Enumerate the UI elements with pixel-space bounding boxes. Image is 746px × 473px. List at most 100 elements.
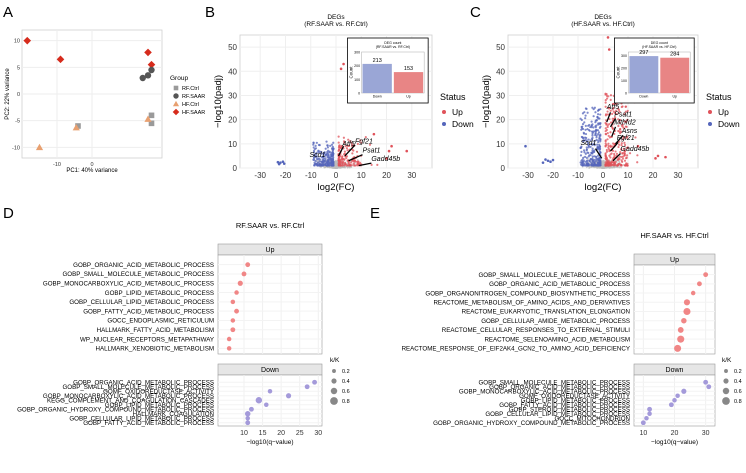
volcano-point-down — [331, 164, 334, 167]
volcano-point-down — [588, 129, 591, 132]
pca-legend-key — [172, 108, 180, 116]
inset-x-tick-label: Down — [373, 95, 382, 99]
volcano-point-up — [623, 143, 627, 147]
volcano-point-up — [343, 164, 346, 167]
volcano-point-down — [581, 123, 585, 126]
volcano-title: DEGs — [594, 14, 612, 21]
volcano-point-up — [356, 142, 359, 146]
volcano-point-down — [315, 151, 318, 154]
inset-bar-value: 284 — [670, 52, 679, 58]
pca-legend-key — [173, 93, 179, 99]
volcano-point-down — [593, 140, 596, 143]
volcano-legend-label: Up — [718, 107, 729, 117]
volcano-point-up — [625, 136, 628, 139]
volcano-point-up — [604, 164, 607, 167]
enrichment-dot-down — [706, 384, 712, 390]
volcano-point-down — [584, 117, 587, 120]
volcano-point-down — [331, 145, 334, 148]
volcano-point-ns — [615, 166, 617, 169]
volcano-point-down — [597, 141, 600, 144]
volcano-point-up — [656, 154, 660, 158]
enrichment-term-label: GOCC_ENDOPLASMIC_RETICULUM — [107, 318, 214, 325]
volcano-y-tick-label: 10 — [228, 140, 237, 149]
enrichment-dot-up — [245, 262, 251, 268]
volcano-point-down — [326, 163, 330, 166]
size-legend-key — [330, 397, 338, 405]
volcano-point-down — [314, 144, 317, 147]
volcano-gene-label: Asns — [621, 128, 638, 135]
volcano-point-up — [353, 164, 356, 167]
enrichment-term-label: GOBP_ORGANIC_ACID_METABOLIC_PROCESS — [489, 281, 630, 288]
volcano-point-up — [624, 105, 628, 108]
volcano-point-down — [326, 150, 329, 154]
volcano-point-down — [599, 133, 602, 136]
volcano-point-up — [385, 157, 388, 160]
volcano-point-up — [606, 131, 609, 135]
volcano-point-up — [608, 136, 611, 139]
enrichment-term-label: REACTOME_RESPONSE_OF_EIF2AK4_GCN2_TO_AMI… — [402, 346, 630, 353]
volcano-point-down — [595, 138, 598, 142]
volcano-point-down — [312, 158, 315, 161]
volcano-point-down — [592, 115, 595, 118]
volcano-point-up — [617, 107, 620, 110]
volcano-point-down — [544, 158, 547, 161]
volcano-point-up — [615, 109, 618, 112]
volcano-point-down — [598, 159, 602, 163]
volcano-point-up — [607, 146, 610, 149]
volcano-point-up — [347, 144, 351, 148]
volcano-point-down — [332, 147, 335, 150]
volcano-point-down — [591, 149, 594, 152]
volcano-legend-title: Status — [440, 92, 466, 102]
volcano-point-up — [604, 132, 607, 136]
volcano-point-up — [664, 155, 667, 159]
volcano-point-ns — [324, 166, 327, 169]
volcano-point-down — [277, 162, 281, 166]
volcano-point-down — [326, 156, 329, 159]
enrichment-term-label: GOBP_LIPID_METABOLIC_PROCESS — [105, 290, 214, 297]
volcano-point-up — [609, 156, 612, 159]
volcano-point-ns — [608, 166, 610, 169]
enrichment-term-label: GOBP_ORGANIC_HYDROXY_COMPOUND_METABOLIC_… — [17, 406, 214, 413]
enrichment-dot-down — [245, 415, 250, 421]
pca-y-tick-label: -5 — [15, 119, 20, 125]
volcano-point-down — [586, 141, 589, 144]
volcano-x-tick-label: 10 — [624, 171, 633, 180]
volcano-point-down — [579, 117, 582, 120]
volcano-point-up — [356, 160, 359, 163]
volcano-point-down — [314, 159, 317, 163]
volcano-point-ns — [349, 166, 351, 169]
inset-subtitle: (RF.SAAR vs. RF.Ctrl) — [376, 45, 410, 49]
volcano-point-down — [599, 108, 602, 111]
volcano-point-up — [621, 138, 624, 141]
volcano-x-tick-label: 30 — [407, 171, 416, 180]
enrichment-term-label: GOBP_CELLULAR_LIPID_METABOLIC_PROCESS — [69, 299, 214, 306]
enrichment-dot-up — [697, 281, 702, 287]
volcano-point-down — [580, 128, 583, 131]
enrichment-dot-up — [677, 327, 684, 333]
facet-strip-label-up: Up — [266, 247, 275, 254]
enrichment-term-label: GOBP_LIPID_METABOLIC_PROCESS — [521, 397, 630, 404]
volcano-x-tick-label: 0 — [334, 171, 339, 180]
volcano-y-tick-label: 50 — [228, 43, 237, 52]
enrichment-x-tick-label: 30 — [702, 430, 710, 437]
pca-point — [144, 48, 152, 57]
volcano-point-down — [591, 155, 594, 158]
enrichment-dot-up — [681, 317, 687, 324]
volcano-point-up — [338, 164, 342, 167]
volcano-y-tick-label: 10 — [496, 140, 505, 149]
inset-x-tick-label: Down — [639, 95, 648, 99]
volcano-point-down — [590, 130, 594, 133]
volcano-point-up — [607, 148, 611, 151]
volcano-point-up — [626, 118, 629, 121]
enrichment-dot-down — [668, 402, 674, 408]
pca-point — [23, 36, 32, 45]
volcano-gene-arrow — [344, 144, 356, 157]
enrichment-dot-up — [683, 307, 691, 316]
inset-x-tick-label: Up — [406, 95, 411, 99]
volcano-point-up — [347, 138, 350, 141]
volcano-point-up — [604, 101, 607, 104]
volcano-gene-label: Atf5 — [606, 104, 620, 111]
volcano-point-down — [585, 107, 588, 111]
volcano-point-down — [551, 158, 555, 162]
volcano-point-up — [339, 160, 342, 163]
